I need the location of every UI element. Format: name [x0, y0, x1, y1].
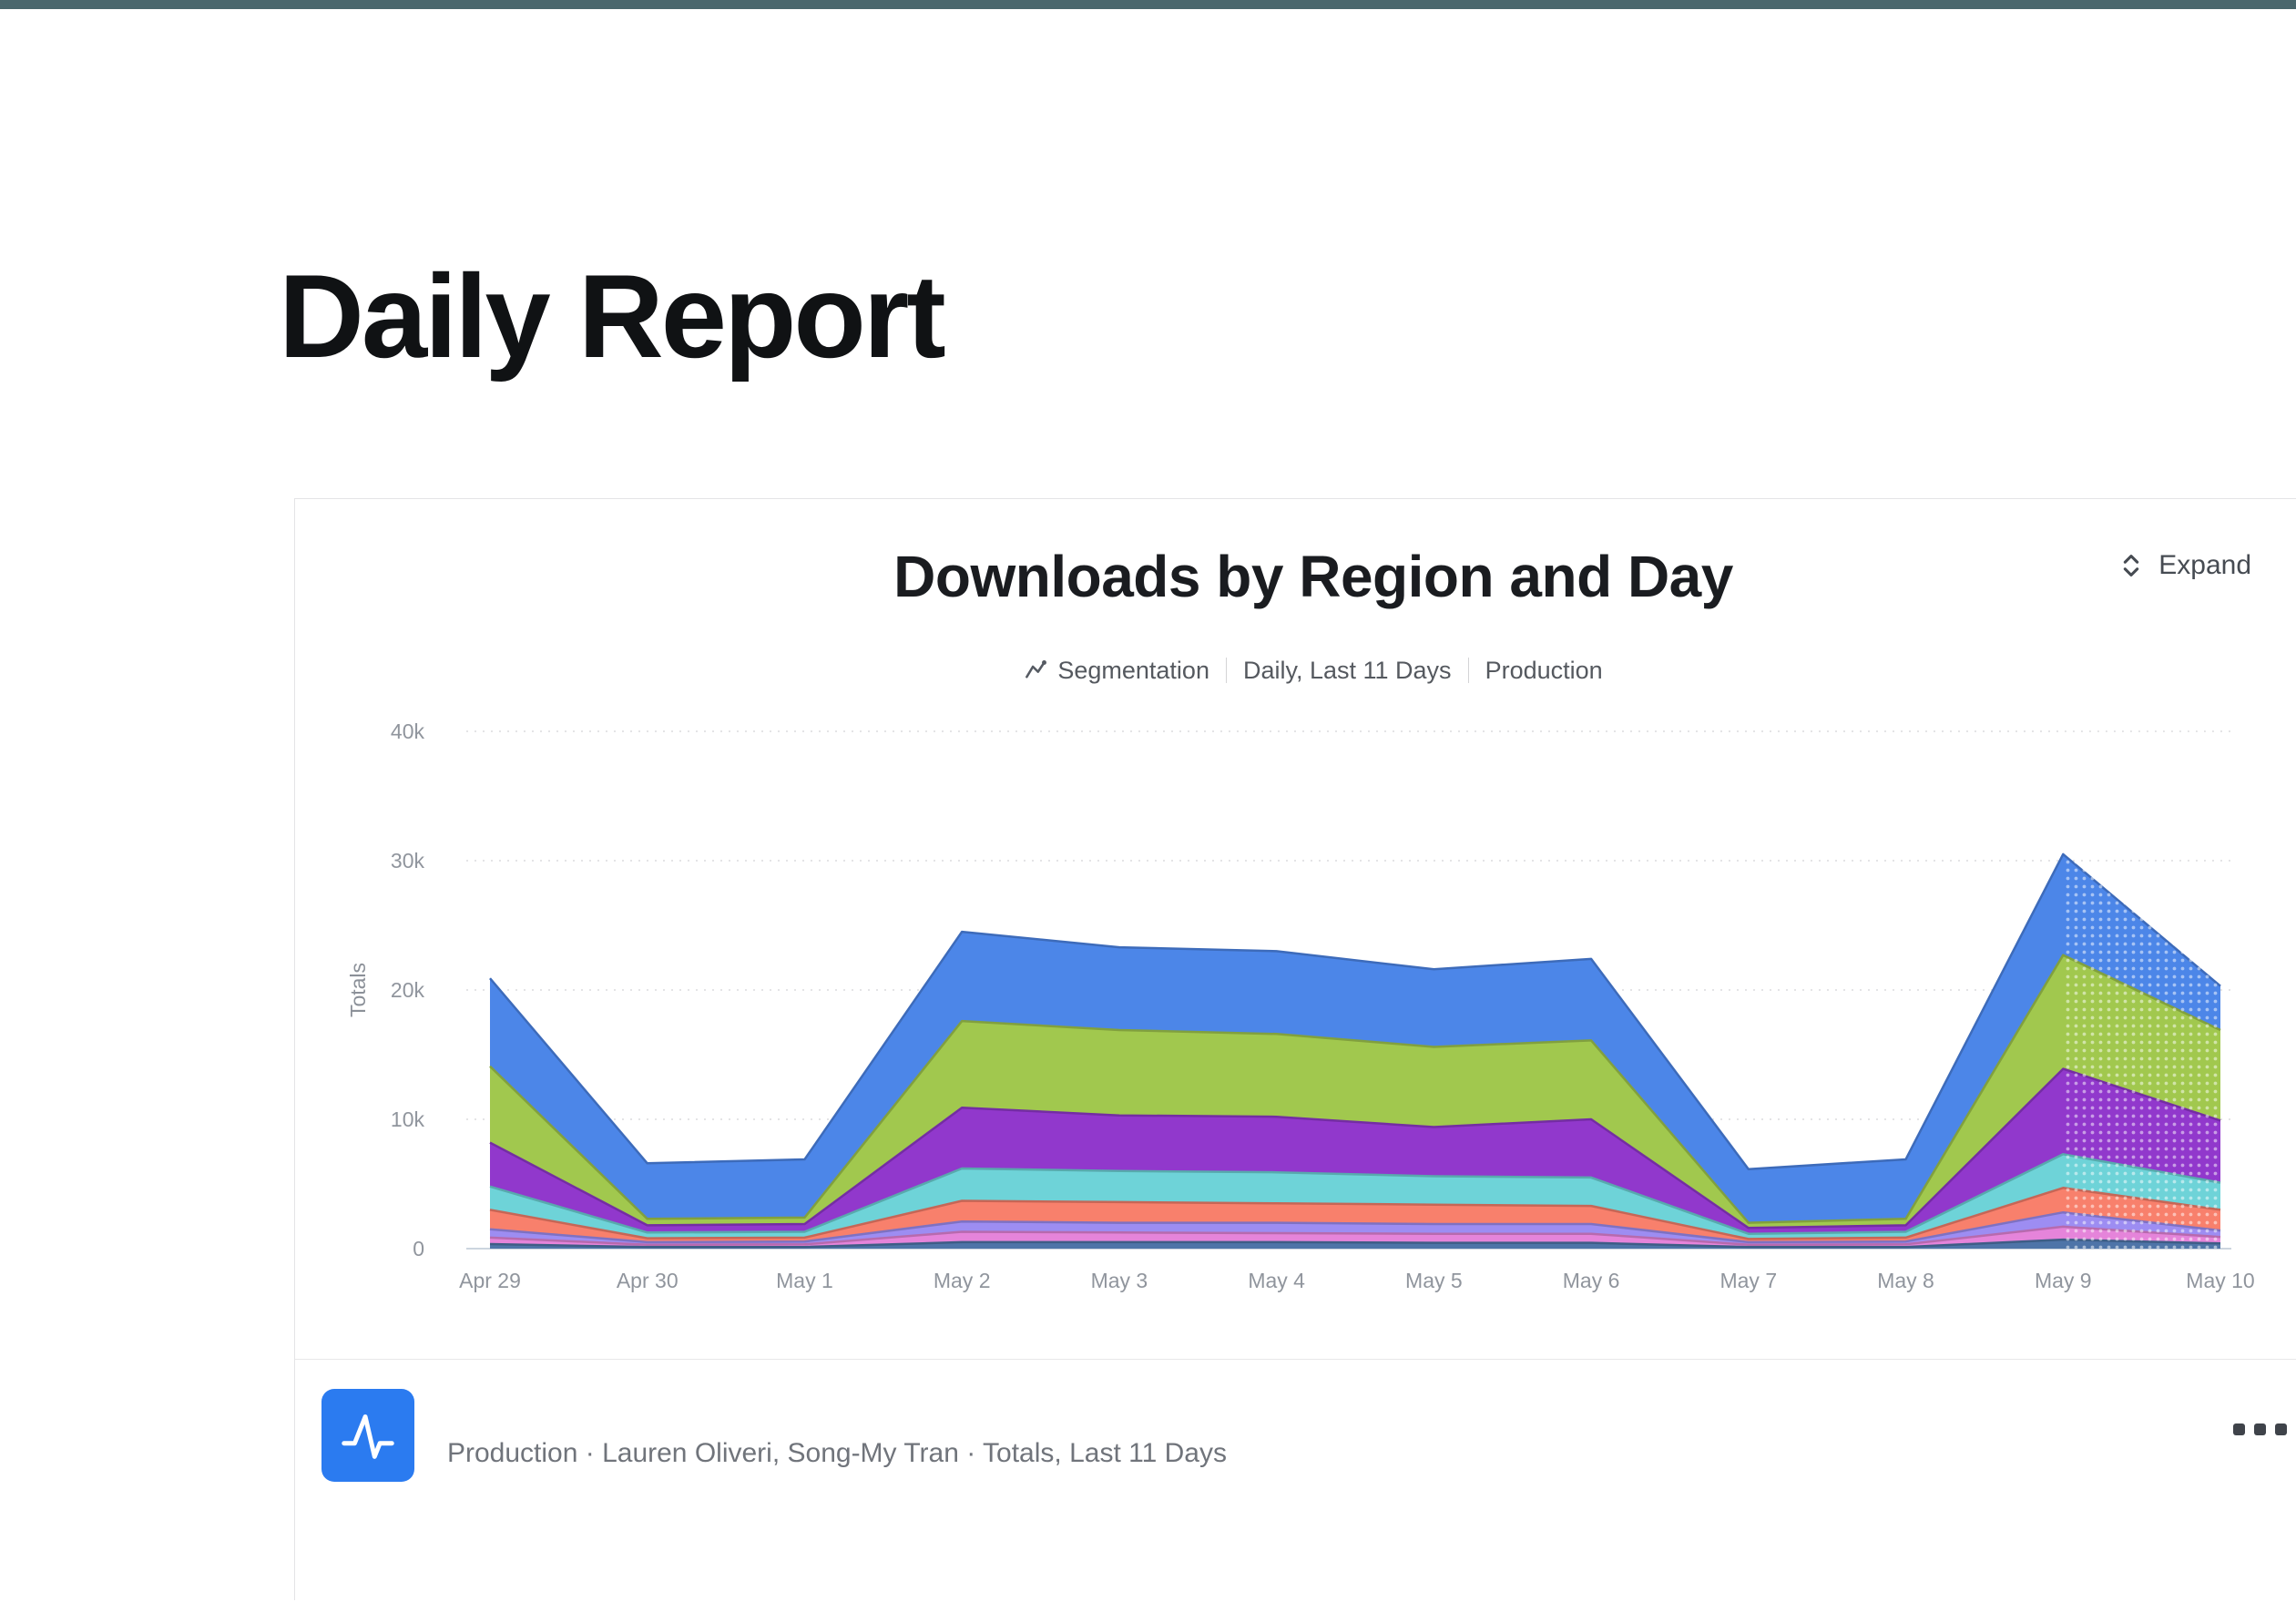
top-accent-bar: [0, 0, 2296, 9]
meta-separator: [1225, 658, 1227, 683]
ellipsis-icon: [2275, 1423, 2287, 1435]
area-blue-segment: [490, 853, 2220, 1223]
embed-source-text: Production · Lauren Oliveri, Song-My Tra…: [447, 1438, 1227, 1468]
svg-text:May 1: May 1: [776, 1269, 833, 1292]
project-label: Production: [1485, 656, 1603, 684]
svg-text:May 9: May 9: [2035, 1269, 2092, 1292]
area-pink-segment: [490, 1226, 2220, 1248]
expand-icon: [2124, 555, 2139, 577]
page-title: Daily Report: [279, 250, 946, 383]
svg-text:May 3: May 3: [1091, 1269, 1148, 1292]
chart-card: Downloads by Region and Day Segmentation…: [294, 498, 2296, 1602]
svg-text:30k: 30k: [391, 849, 425, 872]
svg-text:May 6: May 6: [1563, 1269, 1620, 1292]
area-series: [490, 853, 2220, 1249]
segmentation-icon: [1026, 659, 1047, 679]
embed-footer[interactable]: Production · Lauren Oliveri, Song-My Tra…: [295, 1359, 2296, 1602]
svg-text:May 10: May 10: [2186, 1269, 2254, 1292]
chart-type-label: Segmentation: [1057, 656, 1209, 684]
svg-text:May 8: May 8: [1877, 1269, 1934, 1292]
svg-text:10k: 10k: [391, 1107, 425, 1131]
expand-button[interactable]: Expand: [2117, 550, 2251, 581]
svg-text:40k: 40k: [391, 719, 425, 743]
svg-text:May 5: May 5: [1405, 1269, 1463, 1292]
svg-text:May 7: May 7: [1719, 1269, 1777, 1292]
ellipsis-icon: [2233, 1423, 2245, 1435]
date-range-label: Daily, Last 11 Days: [1242, 656, 1452, 684]
svg-text:0: 0: [413, 1237, 424, 1260]
svg-text:May 2: May 2: [934, 1269, 991, 1292]
provisional-data-overlay: [2063, 709, 2220, 1249]
chart-title: Downloads by Region and Day: [893, 544, 1733, 609]
svg-text:20k: 20k: [391, 978, 425, 1002]
area-green-segment: [490, 954, 2220, 1229]
svg-text:Apr 30: Apr 30: [617, 1269, 679, 1292]
area-periwinkle-segment: [490, 1212, 2220, 1245]
svg-text:May 4: May 4: [1248, 1269, 1305, 1292]
amplitude-waveform-a-icon: [342, 1414, 394, 1459]
stacked-area-chart: 0 10k 20k 30k 40k Totals Apr 29 Apr 30 May 1 May …: [346, 709, 2255, 1292]
y-axis-title: Totals: [346, 963, 370, 1017]
area-purple-segment: [490, 1068, 2220, 1234]
more-menu-button[interactable]: [2228, 1418, 2292, 1441]
amplitude-logo: [321, 1389, 414, 1482]
meta-separator: [1467, 658, 1469, 683]
ellipsis-icon: [2254, 1423, 2266, 1435]
area-salmon-segment: [490, 1188, 2220, 1242]
chart-type: Segmentation: [1024, 657, 1209, 685]
expand-label: Expand: [2158, 550, 2251, 580]
series-edges: [489, 852, 2221, 1249]
svg-text:Apr 29: Apr 29: [459, 1269, 521, 1292]
area-steel-blue-segment: [490, 1240, 2220, 1249]
chart-meta-row: Segmentation Daily, Last 11 Days Product…: [295, 652, 2296, 689]
area-teal-segment: [490, 1154, 2220, 1240]
x-axis-labels: Apr 29 Apr 30 May 1 May 2 May 3 May 4 May 5 May…: [459, 1269, 2255, 1292]
